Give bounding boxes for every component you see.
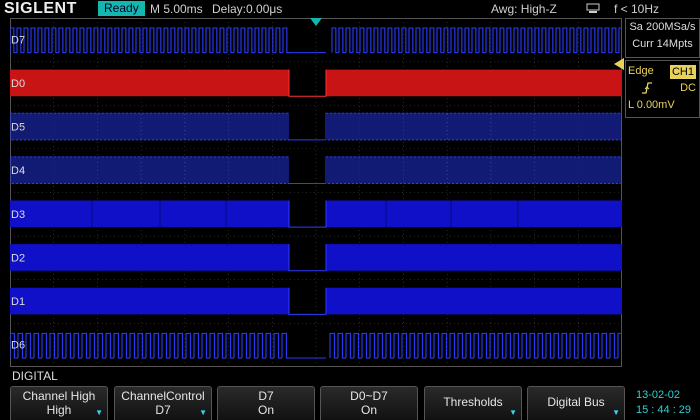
trace-d7 — [10, 27, 622, 54]
channel-label-d2: D2 — [11, 252, 25, 264]
clock-time: 15 : 44 : 29 — [636, 404, 692, 416]
trigger-level: L 0.00mV — [628, 99, 675, 111]
delay-readout[interactable]: Delay:0.00μs — [212, 2, 283, 16]
frequency-readout: f < 10Hz — [614, 2, 660, 16]
submenu-arrow-icon: ▼ — [199, 408, 207, 417]
submenu-arrow-icon: ▼ — [612, 408, 620, 417]
softkey-thresholds[interactable]: Thresholds ▼ — [424, 386, 522, 420]
channel-label-d7: D7 — [11, 34, 25, 46]
memory-depth: Curr 14Mpts — [632, 38, 693, 50]
softkey-digital-bus[interactable]: Digital Bus ▼ — [527, 386, 625, 420]
softkey-d7-toggle[interactable]: D7 On — [217, 386, 315, 420]
trigger-level-marker-icon — [614, 58, 624, 70]
channel-label-d3: D3 — [11, 209, 25, 221]
menu-title: DIGITAL — [12, 369, 58, 383]
softkey-channel-high[interactable]: Channel High High ▼ — [10, 386, 108, 420]
status-bar: SIGLENT Ready M 5.00ms Delay:0.00μs Awg:… — [0, 0, 700, 18]
channel-labels: D7 D0 D5 D4 D3 D2 D1 D6 — [11, 34, 25, 351]
sample-rate: Sa 200MSa/s — [629, 21, 696, 33]
trigger-info[interactable]: Edge CH1 DC L 0.00mV — [625, 60, 700, 118]
usb-icon — [586, 3, 600, 13]
channel-label-d0: D0 — [11, 78, 25, 90]
rising-edge-icon — [642, 82, 652, 94]
info-panel: Sa 200MSa/s Curr 14Mpts Edge CH1 DC L 0.… — [614, 18, 700, 367]
channel-label-d6: D6 — [11, 340, 25, 352]
trace-d5 — [10, 112, 622, 141]
clock-date: 13-02-02 — [636, 389, 681, 401]
run-state-badge[interactable]: Ready — [98, 1, 145, 16]
trace-d2 — [10, 244, 622, 272]
trigger-source: CH1 — [669, 65, 696, 79]
softkey-channel-control[interactable]: ChannelControl D7 ▼ — [114, 386, 212, 420]
channel-label-d5: D5 — [11, 122, 25, 134]
trigger-coupling: DC — [680, 82, 696, 94]
clock: 13-02-02 15 : 44 : 29 — [636, 388, 691, 418]
softkey-d0-d7-toggle[interactable]: D0~D7 On — [320, 386, 418, 420]
submenu-arrow-icon: ▼ — [509, 408, 517, 417]
submenu-arrow-icon: ▼ — [95, 408, 103, 417]
trace-d0 — [10, 69, 622, 97]
acquisition-info[interactable]: Sa 200MSa/s Curr 14Mpts — [625, 18, 700, 58]
trace-d4 — [10, 156, 622, 184]
trigger-position-icon[interactable] — [310, 18, 322, 26]
waveform-display[interactable]: D7 D0 D5 D4 D3 D2 D1 D6 — [10, 18, 622, 367]
trace-d1 — [10, 287, 622, 315]
channel-label-d1: D1 — [11, 296, 25, 308]
brand-logo: SIGLENT — [4, 0, 77, 17]
trace-d3 — [10, 200, 622, 228]
digital-traces — [10, 27, 622, 359]
timebase-readout[interactable]: M 5.00ms — [150, 2, 203, 16]
trigger-type: Edge — [628, 65, 654, 77]
trace-d6 — [10, 332, 622, 359]
channel-label-d4: D4 — [11, 165, 25, 177]
awg-readout: Awg: High-Z — [491, 2, 557, 16]
